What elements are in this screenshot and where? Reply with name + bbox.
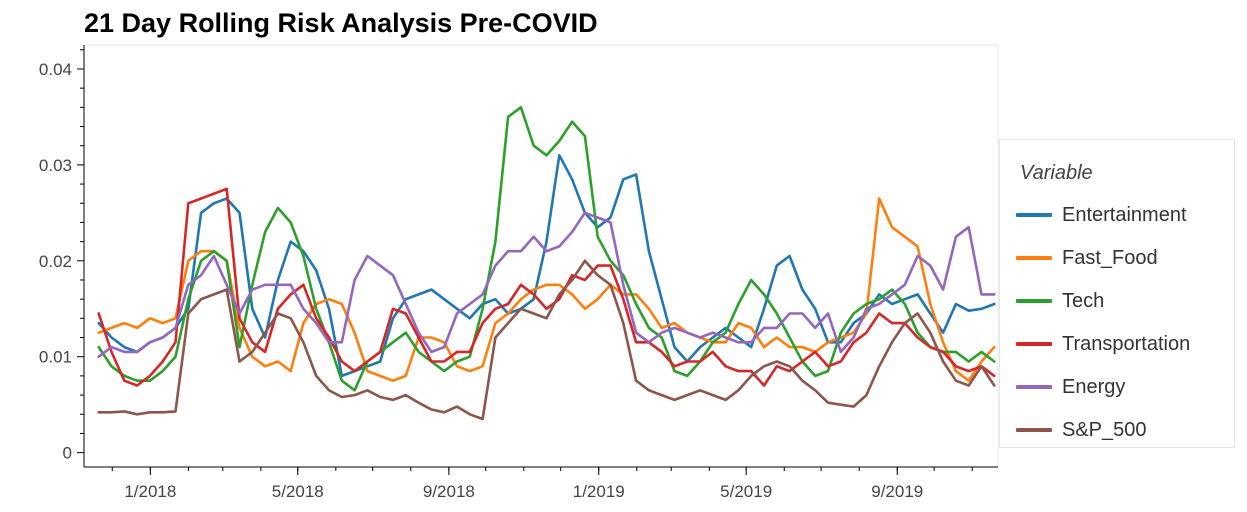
x-tick-label: 9/2019 <box>871 482 923 501</box>
y-tick-label: 0.01 <box>39 348 72 367</box>
series-line-energy <box>97 211 996 359</box>
y-tick-label: 0.04 <box>39 60 72 79</box>
x-tick-label: 5/2018 <box>272 482 324 501</box>
legend-item-tech: Tech <box>1016 288 1104 314</box>
legend-swatch <box>1016 256 1052 260</box>
line-chart: 0 0.01 0.02 0.03 0.04 1/2018 5/2018 9/2018 1/20… <box>39 44 999 501</box>
legend-item-entertainment: Entertainment <box>1016 202 1187 228</box>
legend-label: Fast_Food <box>1062 246 1158 269</box>
legend-label: Energy <box>1062 375 1126 398</box>
series-line-fast-food <box>97 197 996 383</box>
x-tick-label: 1/2019 <box>573 482 625 501</box>
x-tick-label: 5/2019 <box>720 482 772 501</box>
x-tick-label: 1/2018 <box>124 482 176 501</box>
legend-item-energy: Energy <box>1016 374 1125 400</box>
legend-swatch <box>1016 385 1052 389</box>
chart-title: 21 Day Rolling Risk Analysis Pre-COVID <box>84 8 598 38</box>
y-tick-label: 0 <box>63 444 72 463</box>
legend-title: Variable <box>1020 162 1093 184</box>
chart-legend: Variable Entertainment Fast_Food Tech Trans… <box>999 139 1235 448</box>
y-tick-label: 0.03 <box>39 156 72 175</box>
legend-swatch <box>1016 299 1052 303</box>
legend-label: S&P_500 <box>1062 418 1147 441</box>
legend-item-transportation: Transportation <box>1016 331 1190 357</box>
series-line-transportation <box>97 187 996 387</box>
legend-swatch <box>1016 213 1052 217</box>
legend-swatch <box>1016 428 1052 432</box>
legend-item-s-p-500: S&P_500 <box>1016 417 1147 443</box>
y-tick-label: 0.02 <box>39 252 72 271</box>
series-line-tech <box>97 106 996 392</box>
legend-item-fast-food: Fast_Food <box>1016 245 1158 271</box>
x-tick-label: 9/2018 <box>423 482 475 501</box>
legend-label: Transportation <box>1062 332 1191 355</box>
legend-label: Entertainment <box>1062 203 1187 226</box>
legend-swatch <box>1016 342 1052 346</box>
legend-label: Tech <box>1062 289 1105 312</box>
series-line-s-p-500 <box>97 259 996 421</box>
